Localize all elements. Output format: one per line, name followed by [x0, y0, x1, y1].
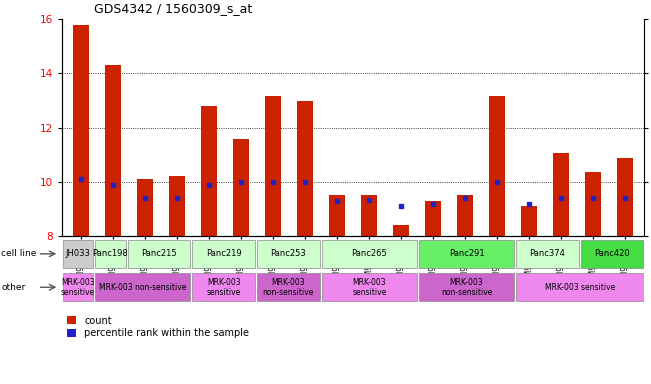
Bar: [95, 240, 126, 268]
Bar: [201, 106, 217, 236]
Bar: [169, 177, 185, 236]
Bar: [457, 195, 473, 236]
Bar: [521, 206, 537, 236]
Bar: [62, 240, 93, 268]
Text: MRK-003
non-sensitive: MRK-003 non-sensitive: [441, 278, 492, 297]
Bar: [105, 65, 121, 236]
Text: Panc374: Panc374: [529, 249, 565, 258]
Text: Panc265: Panc265: [352, 249, 387, 258]
Bar: [297, 101, 313, 236]
Bar: [361, 195, 377, 236]
Text: Panc291: Panc291: [449, 249, 484, 258]
Text: MRK-003
non-sensitive: MRK-003 non-sensitive: [263, 278, 314, 297]
Bar: [257, 240, 320, 268]
Text: JH033: JH033: [66, 249, 90, 258]
Text: Panc215: Panc215: [141, 249, 177, 258]
Text: Panc219: Panc219: [206, 249, 242, 258]
Bar: [95, 273, 190, 301]
Bar: [73, 25, 89, 236]
Bar: [265, 96, 281, 236]
Bar: [585, 172, 602, 236]
Bar: [62, 273, 93, 301]
Bar: [322, 240, 417, 268]
Text: MRK-003 non-sensitive: MRK-003 non-sensitive: [99, 283, 186, 292]
Bar: [617, 157, 633, 236]
Bar: [516, 273, 644, 301]
Text: Panc420: Panc420: [594, 249, 630, 258]
Bar: [489, 96, 505, 236]
Text: MRK-003 sensitive: MRK-003 sensitive: [545, 283, 615, 292]
Text: MRK-003
sensitive: MRK-003 sensitive: [352, 278, 387, 297]
Bar: [322, 273, 417, 301]
Bar: [257, 273, 320, 301]
Bar: [137, 179, 153, 236]
Bar: [393, 225, 409, 236]
Text: Panc253: Panc253: [271, 249, 307, 258]
Bar: [192, 273, 255, 301]
Bar: [419, 273, 514, 301]
Text: MRK-003
sensitive: MRK-003 sensitive: [206, 278, 241, 297]
Bar: [419, 240, 514, 268]
Bar: [516, 240, 579, 268]
Text: GDS4342 / 1560309_s_at: GDS4342 / 1560309_s_at: [94, 2, 253, 15]
Bar: [553, 154, 569, 236]
Bar: [233, 139, 249, 236]
Bar: [425, 201, 441, 236]
Bar: [581, 240, 644, 268]
Text: cell line: cell line: [1, 249, 36, 258]
Bar: [329, 195, 345, 236]
Bar: [192, 240, 255, 268]
Legend: count, percentile rank within the sample: count, percentile rank within the sample: [66, 316, 249, 338]
Bar: [128, 240, 190, 268]
Text: Panc198: Panc198: [92, 249, 128, 258]
Text: other: other: [1, 283, 25, 292]
Text: MRK-003
sensitive: MRK-003 sensitive: [61, 278, 95, 297]
